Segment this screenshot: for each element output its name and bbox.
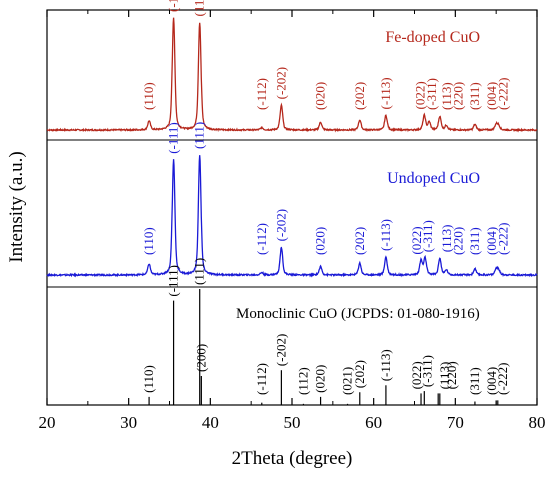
peak-label-undoped-cuo-112: (-112) bbox=[254, 223, 269, 255]
panel-title-undoped-cuo: Undoped CuO bbox=[387, 170, 480, 187]
peak-label-fe-doped-111: (-111) bbox=[166, 0, 181, 12]
peak-label-undoped-cuo-111: (-111) bbox=[166, 122, 181, 154]
ref-peak-label-200: (200) bbox=[193, 344, 208, 372]
peak-label-undoped-cuo-220: (220) bbox=[450, 227, 465, 255]
ref-peak-label-113: (-113) bbox=[378, 349, 393, 381]
x-tick-label-70: 70 bbox=[447, 413, 464, 432]
peak-label-undoped-cuo-111: (111) bbox=[192, 122, 207, 149]
peak-label-fe-doped-202: (202) bbox=[352, 82, 367, 110]
series-line-fe-doped bbox=[46, 17, 538, 133]
peak-labels: (110) (-111) (111) (-112) (-202) (020) (202) (-… bbox=[141, 0, 511, 395]
x-axis-title: 2Theta (degree) bbox=[232, 448, 353, 469]
y-axis-title: Intensity (a.u.) bbox=[6, 151, 27, 262]
peak-label-fe-doped-202: (-202) bbox=[273, 67, 288, 100]
x-tick-label-20: 20 bbox=[39, 413, 56, 432]
x-tick-label-30: 30 bbox=[120, 413, 137, 432]
peak-label-undoped-cuo-022: (022) bbox=[409, 226, 424, 254]
peak-label-fe-doped-222: (-222) bbox=[496, 78, 511, 111]
peak-label-fe-doped-020: (020) bbox=[313, 82, 328, 110]
peak-label-undoped-cuo-113: (-113) bbox=[378, 219, 393, 251]
peak-label-fe-doped-311: (-311) bbox=[424, 78, 439, 110]
peak-label-fe-doped-110: (110) bbox=[141, 82, 156, 110]
peak-label-undoped-cuo-004: (004) bbox=[484, 227, 499, 255]
ref-peak-label-004: (004) bbox=[484, 367, 499, 395]
ref-peak-label-021: (021) bbox=[340, 367, 355, 395]
panel-titles: Fe-doped CuO Undoped CuO Monoclinic CuO (J… bbox=[236, 29, 480, 322]
ref-peak-label-202: (202) bbox=[352, 360, 367, 388]
peak-label-fe-doped-113: (-113) bbox=[378, 77, 393, 109]
peak-label-undoped-cuo-311: (-311) bbox=[420, 220, 435, 252]
panel-separators bbox=[47, 139, 537, 288]
ref-peak-label-112: (-112) bbox=[254, 363, 269, 395]
ref-peak-label-113: (113) bbox=[437, 362, 452, 390]
peak-label-fe-doped-113: (113) bbox=[439, 82, 454, 110]
series-line-undoped-cuo bbox=[46, 155, 538, 278]
xrd-patterns bbox=[46, 17, 538, 406]
peak-label-fe-doped-022: (022) bbox=[412, 81, 427, 109]
x-tick-label-50: 50 bbox=[284, 413, 301, 432]
peak-label-undoped-cuo-110: (110) bbox=[141, 227, 156, 255]
ref-peak-label-111: (-111) bbox=[166, 265, 181, 297]
peak-label-undoped-cuo-113: (113) bbox=[439, 225, 454, 253]
peak-label-undoped-cuo-020: (020) bbox=[313, 227, 328, 255]
axes: 20 30 40 50 60 70 80 2Theta (degree) Intensity… bbox=[6, 9, 546, 469]
x-tick-label-80: 80 bbox=[529, 413, 546, 432]
panel-title-monoclinic-cuo: Monoclinic CuO (JCPDS: 01-080-1916) bbox=[236, 306, 480, 322]
peak-label-undoped-cuo-202: (-202) bbox=[273, 209, 288, 242]
peak-label-fe-doped-111: (111) bbox=[192, 0, 207, 16]
peak-label-undoped-cuo-311: (311) bbox=[467, 227, 482, 255]
peak-label-undoped-cuo-202: (202) bbox=[352, 227, 367, 255]
x-tick-label-60: 60 bbox=[365, 413, 382, 432]
ref-peak-label-202: (-202) bbox=[273, 334, 288, 367]
ref-peak-label-111: (111) bbox=[192, 258, 207, 285]
x-tick-label-40: 40 bbox=[202, 413, 219, 432]
ref-peak-label-311: (311) bbox=[467, 367, 482, 395]
ref-peak-label-220: (220) bbox=[444, 361, 459, 389]
x-axis-ticks: 20 30 40 50 60 70 80 bbox=[39, 10, 546, 432]
ref-peak-label-222: (-222) bbox=[495, 363, 510, 396]
panel-title-fe-doped: Fe-doped CuO bbox=[385, 29, 480, 46]
peak-label-fe-doped-112: (-112) bbox=[254, 78, 269, 110]
ref-peak-label-020: (020) bbox=[313, 365, 328, 393]
ref-peak-label-311: (-311) bbox=[419, 355, 434, 387]
ref-peak-label-110: (110) bbox=[141, 365, 156, 393]
ref-peak-label-022: (022) bbox=[409, 361, 424, 389]
peak-label-fe-doped-220: (220) bbox=[450, 82, 465, 110]
peak-label-undoped-cuo-222: (-222) bbox=[496, 223, 511, 256]
peak-label-fe-doped-311: (311) bbox=[467, 82, 482, 110]
ref-peak-label-112: (112) bbox=[295, 367, 310, 395]
peak-label-fe-doped-004: (004) bbox=[484, 82, 499, 110]
